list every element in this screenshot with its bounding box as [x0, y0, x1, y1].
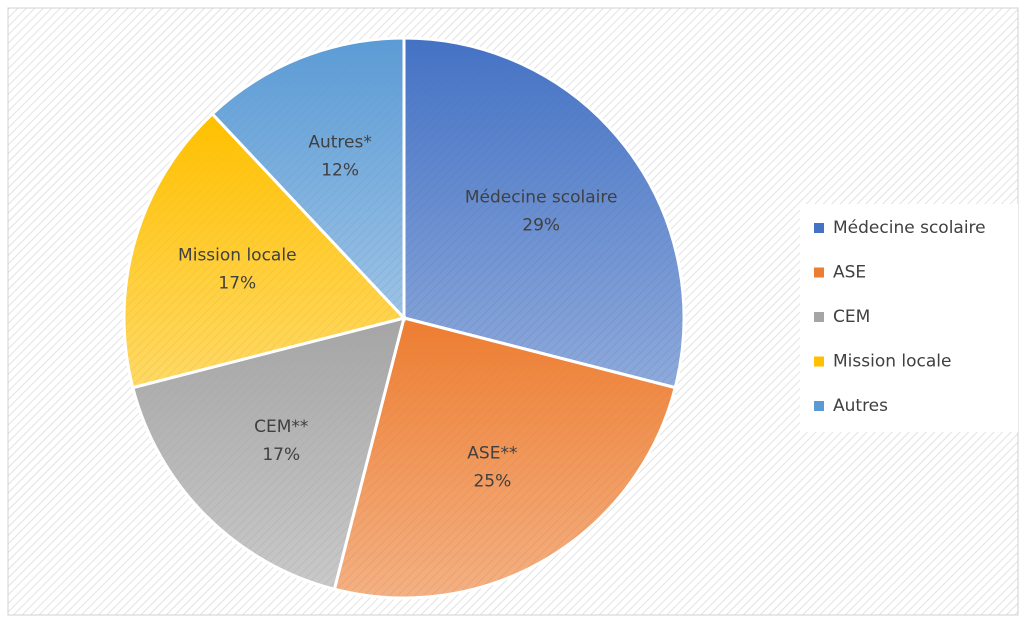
legend-swatch [814, 401, 824, 411]
legend-label: Médecine scolaire [833, 218, 986, 238]
legend-label: ASE [833, 263, 866, 283]
slice-label: Autres* [308, 133, 372, 153]
slice-label: Médecine scolaire [465, 188, 618, 208]
legend-label: Mission locale [833, 352, 951, 372]
legend-box [800, 204, 1018, 432]
legend-swatch [814, 312, 824, 322]
value-label: 17% [262, 445, 300, 465]
value-label: 25% [473, 471, 511, 491]
slice-label: ASE** [467, 443, 517, 463]
legend-label: Autres [833, 396, 888, 416]
legend-label: CEM [833, 307, 870, 327]
pie-slice [332, 316, 678, 600]
pie-slice [210, 36, 406, 322]
value-label: 17% [218, 274, 256, 294]
pie-slice [402, 36, 686, 390]
value-label: 12% [321, 161, 359, 181]
legend-swatch [814, 267, 824, 278]
value-label: 29% [522, 216, 560, 236]
legend-swatch [814, 356, 824, 367]
slice-label: CEM** [254, 417, 308, 437]
pie-slice [130, 315, 407, 592]
slice-label: Mission locale [178, 246, 296, 266]
legend-swatch [814, 223, 824, 233]
pie-slice [122, 111, 407, 390]
